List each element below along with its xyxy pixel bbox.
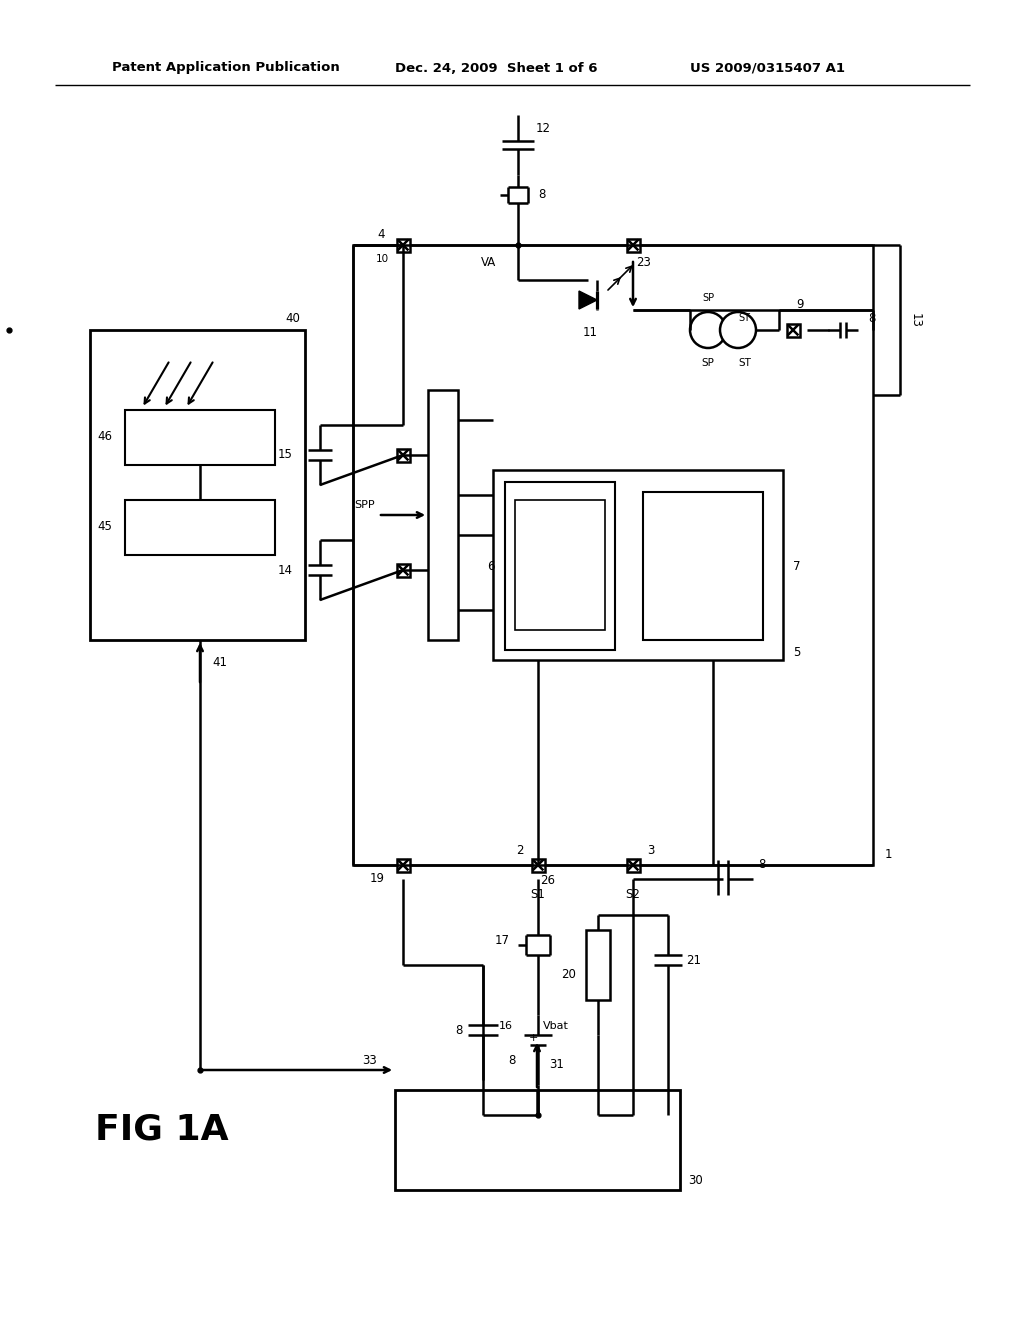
Bar — [586, 931, 610, 1001]
Bar — [627, 858, 640, 871]
Text: +: + — [528, 1034, 538, 1043]
Text: 9: 9 — [796, 298, 804, 312]
Text: 1: 1 — [885, 849, 893, 862]
Text: 8: 8 — [456, 1023, 463, 1036]
Text: 23: 23 — [636, 256, 651, 269]
Bar — [396, 858, 410, 871]
Text: 30: 30 — [688, 1173, 702, 1187]
Text: 4: 4 — [378, 228, 385, 242]
Text: 33: 33 — [362, 1053, 377, 1067]
Text: SPP: SPP — [354, 500, 375, 510]
Text: VA: VA — [480, 256, 496, 269]
Text: 7: 7 — [793, 560, 801, 573]
Bar — [353, 246, 873, 865]
Text: US 2009/0315407 A1: US 2009/0315407 A1 — [690, 62, 845, 74]
Text: Vbat: Vbat — [543, 1020, 569, 1031]
Text: 10: 10 — [376, 253, 389, 264]
Text: 17: 17 — [495, 933, 510, 946]
Text: 40: 40 — [285, 312, 300, 325]
Text: 31: 31 — [549, 1059, 564, 1072]
Text: SP: SP — [701, 293, 714, 304]
Bar — [493, 470, 783, 660]
Text: 20: 20 — [561, 969, 575, 982]
Text: 13: 13 — [909, 313, 922, 327]
Text: 16: 16 — [499, 1020, 513, 1031]
Text: 15: 15 — [279, 449, 293, 462]
Text: 12: 12 — [536, 121, 551, 135]
Text: 21: 21 — [686, 953, 701, 966]
Bar — [428, 389, 458, 640]
Bar — [505, 482, 615, 649]
Text: SP: SP — [701, 358, 715, 368]
Bar — [396, 564, 410, 577]
Text: 8: 8 — [509, 1053, 516, 1067]
Text: 8: 8 — [868, 312, 876, 325]
Text: ST: ST — [738, 313, 750, 323]
Polygon shape — [579, 290, 597, 309]
Bar — [396, 449, 410, 462]
Text: 45: 45 — [97, 520, 112, 533]
Text: 41: 41 — [212, 656, 227, 668]
Bar — [125, 500, 275, 554]
Text: 46: 46 — [97, 430, 112, 444]
Text: FIG 1A: FIG 1A — [95, 1113, 228, 1147]
Bar — [643, 492, 763, 640]
Circle shape — [690, 312, 726, 348]
Text: 11: 11 — [583, 326, 598, 338]
Text: 3: 3 — [647, 845, 654, 858]
Text: 14: 14 — [278, 564, 293, 577]
Bar — [531, 858, 545, 871]
Text: Patent Application Publication: Patent Application Publication — [112, 62, 340, 74]
Bar — [627, 239, 640, 252]
Text: ST: ST — [738, 358, 752, 368]
Circle shape — [720, 312, 756, 348]
Text: S2: S2 — [626, 888, 640, 902]
Text: 8: 8 — [538, 189, 546, 202]
Text: 26: 26 — [540, 874, 555, 887]
Text: 8: 8 — [758, 858, 765, 871]
Text: 6: 6 — [487, 560, 495, 573]
Bar — [90, 330, 305, 640]
Text: S1: S1 — [530, 888, 546, 902]
Bar — [786, 323, 800, 337]
Text: 2: 2 — [516, 845, 524, 858]
Bar — [125, 411, 275, 465]
Bar — [395, 1090, 680, 1191]
Bar — [515, 500, 605, 630]
Text: 5: 5 — [793, 645, 801, 659]
Text: 19: 19 — [370, 873, 385, 886]
Text: Dec. 24, 2009  Sheet 1 of 6: Dec. 24, 2009 Sheet 1 of 6 — [395, 62, 597, 74]
Bar — [396, 239, 410, 252]
